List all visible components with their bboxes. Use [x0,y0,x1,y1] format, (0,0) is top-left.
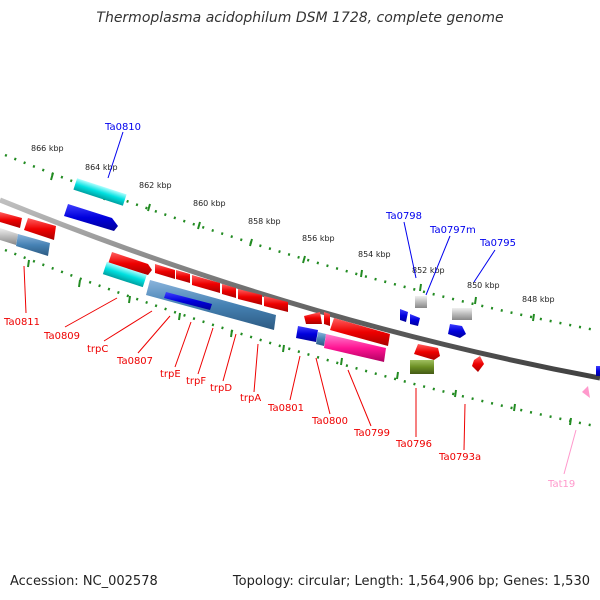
callout-lines [23,131,577,475]
genome-info-text: Topology: circular; Length: 1,564,906 bp… [232,574,590,589]
gene-feature[interactable] [102,261,147,288]
gene-feature[interactable] [16,234,50,256]
outer-scale-track [4,153,596,332]
gene-label[interactable]: Ta0795 [479,238,516,249]
lower-strand-features[interactable] [102,252,600,398]
gene-label[interactable]: Ta0800 [311,416,348,427]
kbp-label: 862 kbp [139,181,172,190]
kbp-label: 854 kbp [358,250,391,259]
kbp-label: 852 kbp [412,266,445,275]
gene-feature[interactable] [296,326,318,342]
kbp-label: 848 kbp [522,295,555,304]
gene-feature[interactable] [582,386,590,398]
gene-label[interactable]: trpD [210,383,232,394]
gene-feature[interactable] [164,292,212,310]
gene-label[interactable]: trpC [87,344,108,355]
gene-label[interactable]: Ta0809 [43,331,80,342]
gene-label[interactable]: trpE [160,369,181,380]
scale-ticks [27,172,572,426]
gene-feature[interactable] [64,204,118,231]
gene-feature[interactable] [304,312,322,324]
gene-feature[interactable] [596,366,600,376]
gene-feature[interactable] [414,344,440,360]
gene-label[interactable]: Ta0810 [104,122,141,133]
gene-feature[interactable] [472,356,484,372]
gene-feature[interactable] [415,296,427,308]
kbp-label: 864 kbp [85,163,118,172]
genome-backbone [0,197,600,381]
gene-feature[interactable] [324,312,330,326]
inner-scale-track [4,248,596,428]
kbp-label: 856 kbp [302,234,335,243]
gene-feature[interactable] [264,296,288,312]
gene-label[interactable]: Ta0797m [429,225,476,236]
gene-label[interactable]: trpF [186,376,206,387]
gene-feature[interactable] [192,275,220,293]
gene-feature[interactable] [316,332,326,346]
gene-feature[interactable] [400,309,408,322]
accession-text: Accession: NC_002578 [10,574,158,589]
map-title: Thermoplasma acidophilum DSM 1728, compl… [96,10,504,26]
kbp-label: 858 kbp [248,217,281,226]
gene-feature[interactable] [238,289,262,305]
gene-label[interactable]: Ta0807 [116,356,153,367]
gene-label[interactable]: Ta0798 [385,211,422,222]
kbp-label: 850 kbp [467,281,500,290]
gene-label[interactable]: Tat19 [547,479,575,490]
gene-label[interactable]: trpA [240,393,261,404]
gene-labels: Ta0810 Ta0798 Ta0797m Ta0795 Ta0811 Ta08… [3,122,575,490]
gene-feature[interactable] [0,228,18,245]
gene-feature[interactable] [24,218,56,240]
gene-label[interactable]: Ta0799 [353,428,390,439]
gene-feature[interactable] [176,270,190,283]
gene-label[interactable]: Ta0796 [395,439,432,450]
gene-feature[interactable] [410,314,420,326]
gene-label[interactable]: Ta0793a [438,452,481,463]
gene-feature[interactable] [108,252,152,275]
kbp-label: 860 kbp [193,199,226,208]
gene-feature[interactable] [452,308,472,320]
gene-feature[interactable] [73,178,127,206]
gene-label[interactable]: Ta0801 [267,403,304,414]
gene-label[interactable]: Ta0811 [3,317,40,328]
gene-feature[interactable] [155,264,175,279]
gene-feature[interactable] [410,360,434,374]
gene-feature[interactable] [324,334,386,362]
kbp-label: 866 kbp [31,144,64,153]
gene-feature[interactable] [448,324,466,338]
gene-feature[interactable] [222,284,236,298]
upper-strand-features[interactable] [0,178,472,338]
gene-feature[interactable] [0,212,22,228]
gene-feature[interactable] [330,318,390,346]
